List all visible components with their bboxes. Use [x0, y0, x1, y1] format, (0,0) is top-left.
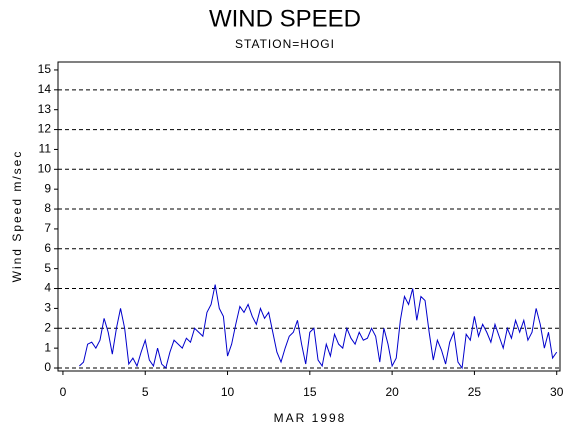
chart-subtitle: STATION=HOGI — [235, 37, 335, 51]
y-tick-label: 6 — [44, 241, 51, 255]
data-line — [79, 284, 558, 370]
y-tick-label: 14 — [38, 82, 52, 96]
y-tick-label: 5 — [44, 261, 51, 275]
y-tick-label: 1 — [44, 340, 51, 354]
y-tick-label: 11 — [39, 142, 52, 156]
x-axis-label: MAR 1998 — [274, 411, 347, 425]
x-tick-label: 15 — [303, 385, 317, 399]
y-tick-label: 15 — [38, 62, 52, 76]
x-tick-label: 25 — [468, 385, 482, 399]
y-tick-label: 9 — [44, 181, 51, 195]
y-tick-label: 10 — [38, 161, 52, 175]
y-tick-label: 13 — [38, 102, 52, 116]
plot-frame — [57, 61, 561, 372]
y-tick-label: 12 — [38, 122, 52, 136]
chart-title: WIND SPEED — [209, 5, 361, 32]
y-axis-label: Wind Speed m/sec — [10, 150, 24, 283]
y-tick-label: 7 — [44, 221, 51, 235]
x-tick-label: 10 — [221, 385, 235, 399]
x-tick-label: 30 — [550, 385, 564, 399]
y-tick-label: 2 — [44, 320, 51, 334]
x-tick-label: 5 — [142, 385, 149, 399]
y-tick-label: 0 — [44, 360, 51, 374]
y-tick-label: 8 — [44, 201, 51, 215]
x-tick-label: 20 — [385, 385, 399, 399]
y-tick-label: 4 — [44, 281, 51, 295]
y-tick-label: 3 — [44, 301, 51, 315]
x-tick-label: 0 — [60, 385, 67, 399]
